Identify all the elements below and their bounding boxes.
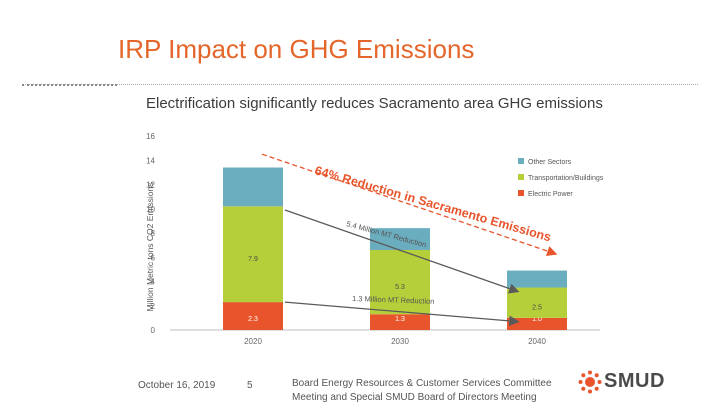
logo-wordmark: SMUD: [604, 370, 665, 392]
data-label: 7.9: [248, 256, 258, 263]
data-label: 2.3: [248, 316, 258, 323]
data-label: 1.0: [532, 316, 542, 323]
title-divider: [22, 84, 698, 85]
legend-swatch: [518, 158, 524, 164]
bar-electric-power-2030: [370, 314, 430, 330]
x-tick-label: 2040: [528, 337, 546, 346]
bar-transportation-buildings-2020: [223, 206, 283, 303]
data-label: 5.3: [395, 284, 405, 291]
bar-transportation-buildings-2040: [507, 287, 567, 318]
y-tick-label: 6: [151, 253, 156, 262]
title-divider-accent: [22, 84, 117, 86]
electric-reduction-arrow: [284, 301, 520, 327]
bar-transportation-buildings-2030: [370, 249, 430, 315]
transport-reduction-arrow: [284, 209, 520, 294]
legend-label: Transportation/Buildings: [528, 175, 604, 182]
y-axis-label: Million Metric tons CO2 Emissions: [145, 183, 155, 312]
smud-sun-icon: [578, 370, 602, 394]
bar-other-sectors-2040: [507, 270, 567, 288]
y-tick-label: 2: [151, 302, 156, 311]
y-tick-label: 4: [151, 278, 156, 287]
legend-swatch: [518, 190, 524, 196]
legend-swatch: [518, 174, 524, 180]
y-tick-label: 14: [146, 156, 155, 165]
electric-reduction-label: 1.3 Million MT Reduction: [352, 294, 435, 306]
legend-label: Electric Power: [528, 191, 573, 198]
bar-other-sectors-2020: [223, 167, 283, 207]
data-label: 2.5: [532, 305, 542, 312]
legend-label: Other Sectors: [528, 159, 572, 166]
bar-electric-power-2040: [507, 317, 567, 330]
x-tick-label: 2030: [391, 337, 409, 346]
y-tick-label: 8: [151, 229, 156, 238]
slide-title: IRP Impact on GHG Emissions: [118, 34, 475, 64]
chart-subtitle: Electrification significantly reduces Sa…: [146, 95, 603, 112]
y-tick-label: 12: [146, 181, 155, 190]
footer-page-number: 5: [247, 380, 253, 391]
footer-meeting-line-2: Meeting and Special SMUD Board of Direct…: [292, 392, 537, 403]
footer-meeting-line-1: Board Energy Resources & Customer Servic…: [292, 378, 552, 389]
x-tick-label: 2020: [244, 337, 262, 346]
y-tick-label: 10: [146, 205, 155, 214]
bar-electric-power-2020: [223, 302, 283, 330]
y-tick-label: 0: [151, 326, 156, 335]
footer-date: October 16, 2019: [138, 380, 216, 391]
y-tick-label: 16: [146, 132, 155, 141]
smud-logo: SMUD: [578, 368, 698, 396]
total-reduction-arrow: [261, 153, 558, 257]
data-label: 1.3: [395, 316, 405, 323]
